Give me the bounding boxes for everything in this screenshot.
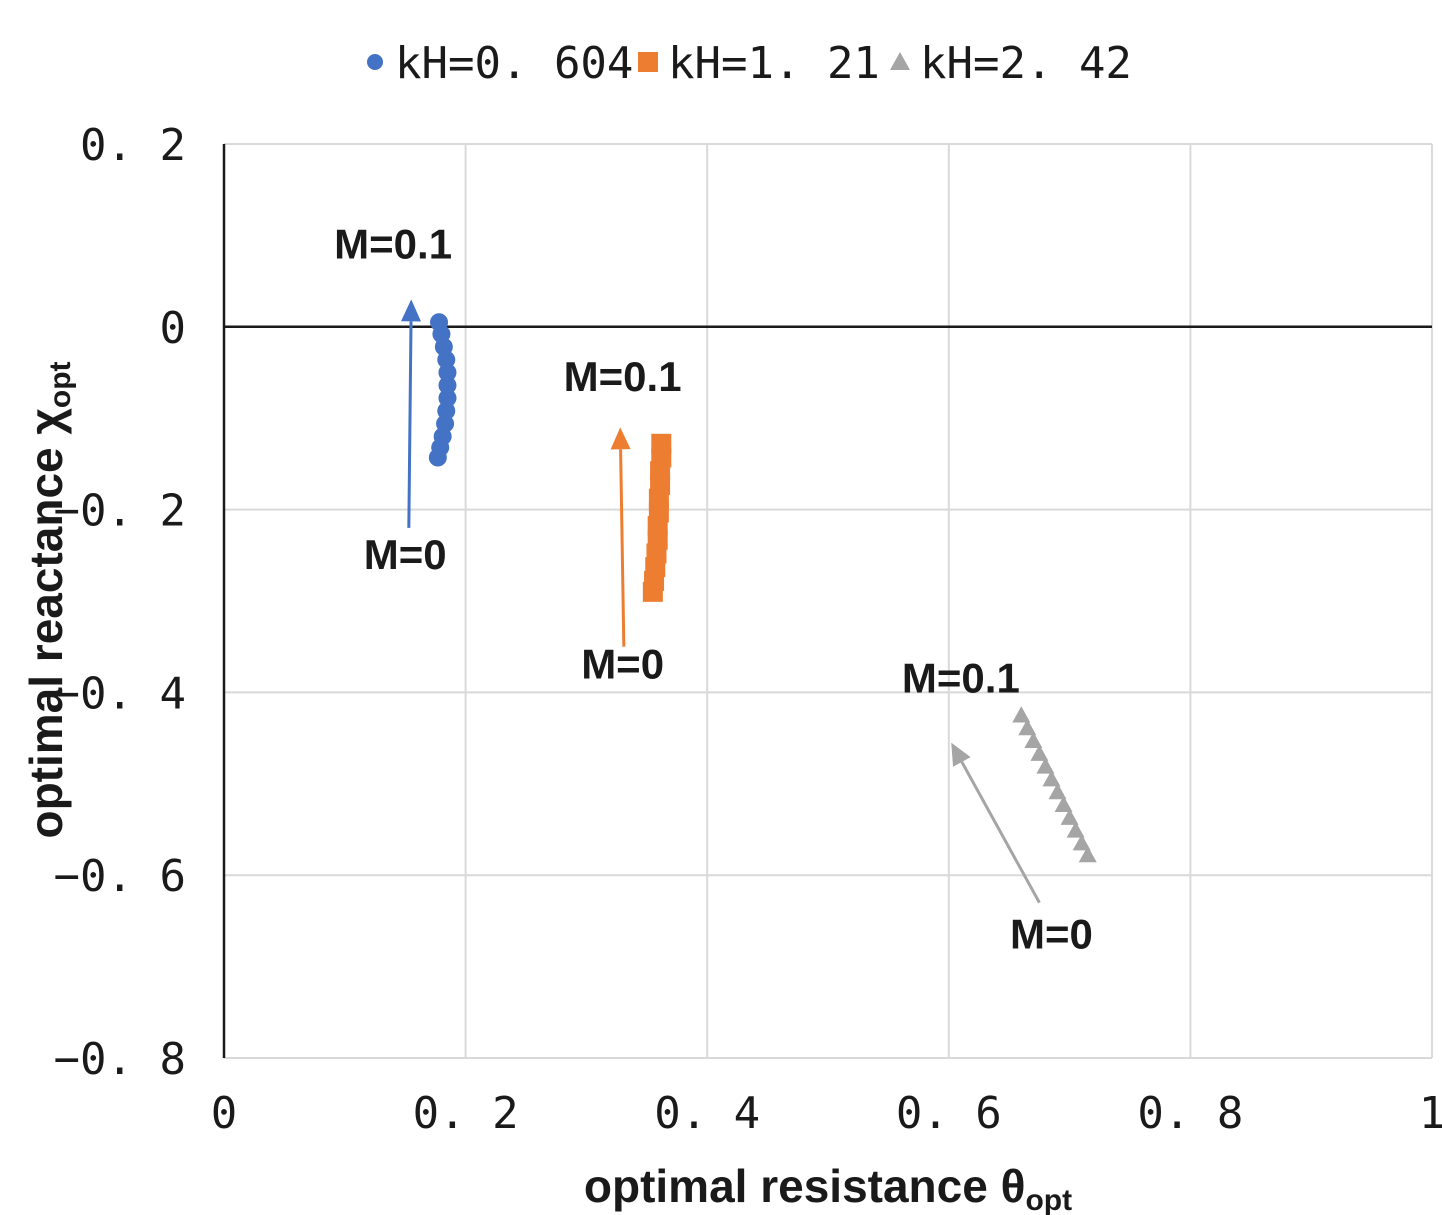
legend-marker [638, 52, 658, 72]
legend-item: kH=0. 604 [367, 38, 633, 89]
y-tick-label: −0. 2 [54, 486, 186, 537]
y-tick-label: 0 [160, 303, 187, 354]
data-point [1030, 744, 1049, 761]
data-point [642, 581, 663, 602]
legend: kH=0. 604 kH=1. 21 kH=2. 42 [367, 38, 1132, 89]
data-point [1072, 834, 1091, 851]
x-tick-label: 0. 2 [413, 1088, 519, 1139]
x-tick-label: 0. 6 [896, 1088, 1002, 1139]
annotations: M=0.1 M=0 M=0.1 M=0 M=0.1 M=0 [334, 220, 1093, 957]
data-point [1024, 731, 1043, 749]
y-axis-title: optimal reactance χopt [20, 361, 77, 838]
axes: 0 0. 2 0. 4 0. 6 0. 8 1 0. 2 0 −0. 2 −0. 4 −0. 6 −0… [54, 120, 1442, 1139]
series-2 [642, 433, 672, 602]
annotation-label: M=0.1 [334, 220, 452, 267]
x-tick-label: 0. 4 [654, 1088, 760, 1139]
data-point [438, 363, 457, 382]
data-point [1054, 795, 1073, 813]
x-axis-title: optimal resistance θopt [584, 1160, 1072, 1215]
annotation-label: M=0.1 [902, 654, 1020, 701]
legend-item: kH=1. 21 [638, 38, 880, 89]
data-point [1060, 808, 1079, 825]
legend-label: kH=1. 21 [668, 38, 880, 89]
y-tick-label: −0. 8 [54, 1034, 186, 1085]
y-tick-label: 0. 2 [80, 120, 186, 171]
arrow-shaft [407, 321, 413, 528]
data-point [1066, 821, 1085, 838]
series-3 [1012, 706, 1097, 863]
annotation-label: M=0 [1010, 910, 1093, 957]
legend-label: kH=0. 604 [395, 38, 633, 89]
annotation-label: M=0.1 [564, 353, 682, 400]
data-point [1042, 770, 1061, 787]
y-tick-label: −0. 6 [54, 851, 186, 902]
arrow-shaft [960, 761, 1041, 904]
annotation-label: M=0 [364, 531, 447, 578]
arrow-shaft [619, 449, 626, 647]
legend-marker [367, 54, 383, 70]
data-point [1012, 706, 1031, 723]
data-point [1036, 757, 1055, 774]
legend-label: kH=2. 42 [920, 38, 1132, 89]
data-point [1018, 719, 1037, 736]
arrow-head [951, 742, 971, 767]
series-1 [428, 313, 457, 467]
x-tick-label: 0. 8 [1137, 1088, 1243, 1139]
x-tick-label: 1 [1419, 1088, 1442, 1139]
arrow-head [610, 427, 631, 450]
arrow-head [401, 299, 422, 322]
data-point [428, 448, 447, 467]
data-point [438, 376, 457, 395]
data-series [428, 313, 1097, 863]
grid [224, 143, 1433, 1059]
legend-marker [890, 52, 910, 70]
data-point [1078, 846, 1097, 863]
annotation-label: M=0 [581, 641, 664, 688]
x-tick-label: 0 [211, 1088, 238, 1139]
y-tick-label: −0. 4 [54, 668, 186, 719]
data-point [1048, 783, 1067, 800]
legend-item: kH=2. 42 [890, 38, 1132, 89]
arrows [401, 299, 1041, 904]
